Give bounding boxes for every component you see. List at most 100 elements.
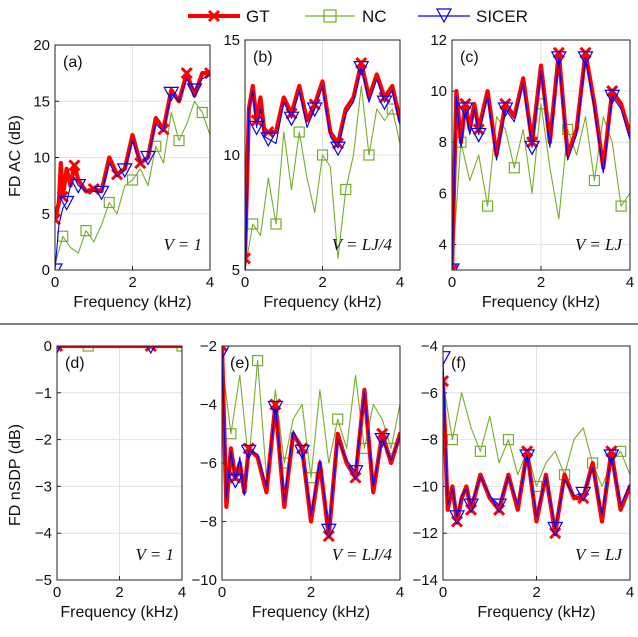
- data-point-sicer: [497, 102, 514, 118]
- y-tick-label: −10: [192, 572, 217, 589]
- chart-panel-4: 0 2 4 −10 −8 −6 −4 −2 (e) V = LJ/4 Frequency (kHz): [192, 338, 405, 621]
- x-tick-label: 2: [307, 584, 315, 601]
- axes-frame: [221, 345, 401, 581]
- data-point-sicer: [93, 185, 110, 201]
- x-tick-label: 4: [626, 274, 634, 291]
- data-point-nc: [615, 445, 627, 457]
- axes-frame: [54, 44, 211, 271]
- y-tick-label: −5: [35, 572, 52, 589]
- data-point-nc: [252, 355, 264, 367]
- triangle-down-icon: [435, 8, 453, 24]
- x-axis-label: Frequency (kHz): [482, 294, 600, 311]
- x-tick-label: 4: [626, 584, 634, 601]
- data-point-sicer: [306, 102, 323, 118]
- square-icon: [323, 9, 337, 23]
- row-label-top: FD AC (dB): [7, 115, 24, 197]
- data-point-sicer: [577, 51, 594, 67]
- data-point-gt: [308, 98, 321, 111]
- y-tick-label: 5: [42, 206, 50, 223]
- data-point-gt: [245, 252, 252, 265]
- data-point-gt: [499, 97, 512, 110]
- series-line-gt: [245, 60, 400, 261]
- series-group: [443, 351, 630, 540]
- data-point-nc: [103, 196, 115, 209]
- y-tick-label: −8: [200, 514, 217, 531]
- data-point-sicer: [294, 444, 311, 460]
- data-point-sicer: [283, 111, 300, 127]
- y-tick-label: −8: [421, 432, 438, 449]
- axes-frame: [442, 345, 631, 581]
- data-point-sicer: [329, 141, 347, 157]
- data-point-sicer: [248, 120, 265, 136]
- data-point-nc: [340, 183, 352, 196]
- series-line-nc: [55, 100, 210, 265]
- data-point-sicer: [374, 433, 391, 448]
- data-point-gt: [222, 346, 229, 353]
- x-tick-label: 2: [128, 274, 136, 291]
- data-point-nc: [508, 162, 520, 174]
- data-point-sicer: [547, 521, 564, 537]
- chart-panel-5: 0 2 4 −14 −12 −10 −8 −6 −4 (f) V = LJ Frequency (kH…: [413, 338, 635, 621]
- data-point-nc: [588, 174, 601, 187]
- data-point-gt: [606, 85, 619, 98]
- data-point-gt: [521, 445, 534, 458]
- x-tick-label: 4: [396, 584, 404, 601]
- data-point-sicer: [267, 400, 284, 416]
- data-point-nc: [446, 434, 458, 446]
- data-point-gt: [472, 123, 485, 136]
- condition-label: V = 1: [135, 545, 174, 564]
- data-point-sicer: [58, 195, 75, 211]
- data-point-nc: [615, 200, 627, 212]
- data-point-sicer: [491, 498, 508, 514]
- y-tick-label: 0: [44, 338, 52, 355]
- data-point-gt: [180, 67, 193, 80]
- x-tick-label: 0: [439, 584, 447, 601]
- data-point-gt: [443, 375, 450, 388]
- x-tick-label: 2: [537, 274, 545, 291]
- data-point-gt: [262, 125, 275, 139]
- data-point-sicer: [604, 89, 621, 105]
- series-line-sicer: [245, 67, 400, 270]
- legend-gt-label: GT: [246, 7, 270, 26]
- series-group: [452, 46, 630, 270]
- y-tick-label: 12: [430, 32, 447, 49]
- data-point-nc: [126, 174, 139, 186]
- data-point-sicer: [320, 523, 337, 539]
- x-tick-label: 4: [206, 274, 214, 291]
- y-tick-label: −6: [200, 455, 217, 472]
- y-tick-label: 5: [232, 262, 240, 279]
- data-point-sicer: [457, 102, 474, 118]
- panel-label: (b): [253, 49, 273, 66]
- data-point-sicer: [116, 163, 133, 179]
- y-tick-label: −10: [413, 478, 438, 495]
- x-axis-label: Frequency (kHz): [477, 604, 595, 621]
- data-point-nc: [474, 445, 486, 457]
- x-tick-label: 0: [448, 274, 456, 291]
- chart-panel-0: 0 2 4 0 5 10 15 20 (a) V = 1 Frequency (kHz): [33, 37, 214, 311]
- panel-label: (f): [451, 355, 466, 372]
- panel-label: (d): [65, 355, 85, 372]
- data-point-gt: [355, 56, 368, 70]
- data-point-gt: [459, 97, 472, 110]
- series-group: [55, 67, 210, 270]
- data-point-gt: [526, 136, 539, 149]
- data-point-sicer: [449, 510, 466, 526]
- data-point-gt: [55, 213, 62, 226]
- x-tick-label: 4: [178, 584, 186, 601]
- data-point-sicer: [222, 346, 230, 361]
- data-point-gt: [579, 46, 592, 59]
- data-point-sicer: [603, 449, 620, 465]
- x-tick-label: 2: [318, 274, 326, 291]
- data-point-sicer: [139, 150, 157, 166]
- condition-label: V = LJ: [575, 545, 624, 564]
- data-point-gt: [57, 346, 64, 353]
- condition-label: V = LJ/4: [332, 235, 393, 254]
- data-point-gt: [378, 91, 391, 104]
- data-point-gt: [552, 46, 565, 59]
- data-point-nc: [502, 434, 515, 446]
- y-tick-label: −4: [200, 397, 217, 414]
- data-point-sicer: [240, 444, 257, 460]
- data-point-gt: [331, 137, 345, 150]
- data-point-nc: [482, 200, 494, 212]
